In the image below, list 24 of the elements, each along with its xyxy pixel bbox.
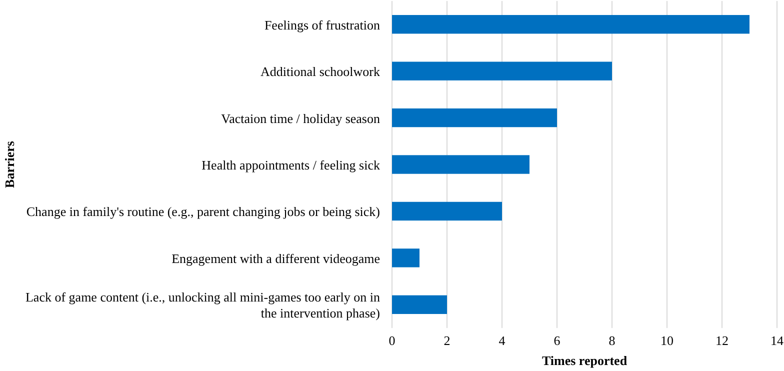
bar (392, 108, 557, 128)
x-tick-label: 6 (554, 333, 561, 348)
y-axis-title: Barriers (2, 141, 17, 188)
bar (392, 62, 612, 80)
bar (392, 155, 530, 174)
y-tick-label: Lack of game content (i.e., unlocking all mini-games too early on in the intervention phase) (25, 289, 380, 320)
x-tick-label: 0 (388, 333, 396, 348)
x-tick-label: 4 (498, 333, 506, 348)
y-tick-label: Vactaion time / holiday season (221, 110, 380, 126)
x-tick-label: 10 (660, 333, 674, 348)
x-tick-label: 12 (716, 333, 728, 348)
y-tick-label: Change in family's routine (e.g., parent changing jobs or being sick) (26, 204, 380, 219)
bar (392, 15, 750, 34)
x-axis-title: Times reported (542, 353, 628, 368)
x-tick-label: 14 (770, 333, 784, 348)
bar (392, 248, 420, 268)
y-tick-label: Health appointments / feeling sick (202, 157, 380, 172)
bar (392, 202, 502, 221)
x-tick-label: 8 (608, 333, 616, 348)
y-tick-label: Additional schoolwork (260, 64, 380, 79)
bar (392, 295, 447, 314)
y-tick-label: Feelings of frustration (264, 16, 380, 32)
y-tick-label: Engagement with a different videogame (172, 250, 380, 266)
x-tick-label: 2 (444, 333, 450, 348)
